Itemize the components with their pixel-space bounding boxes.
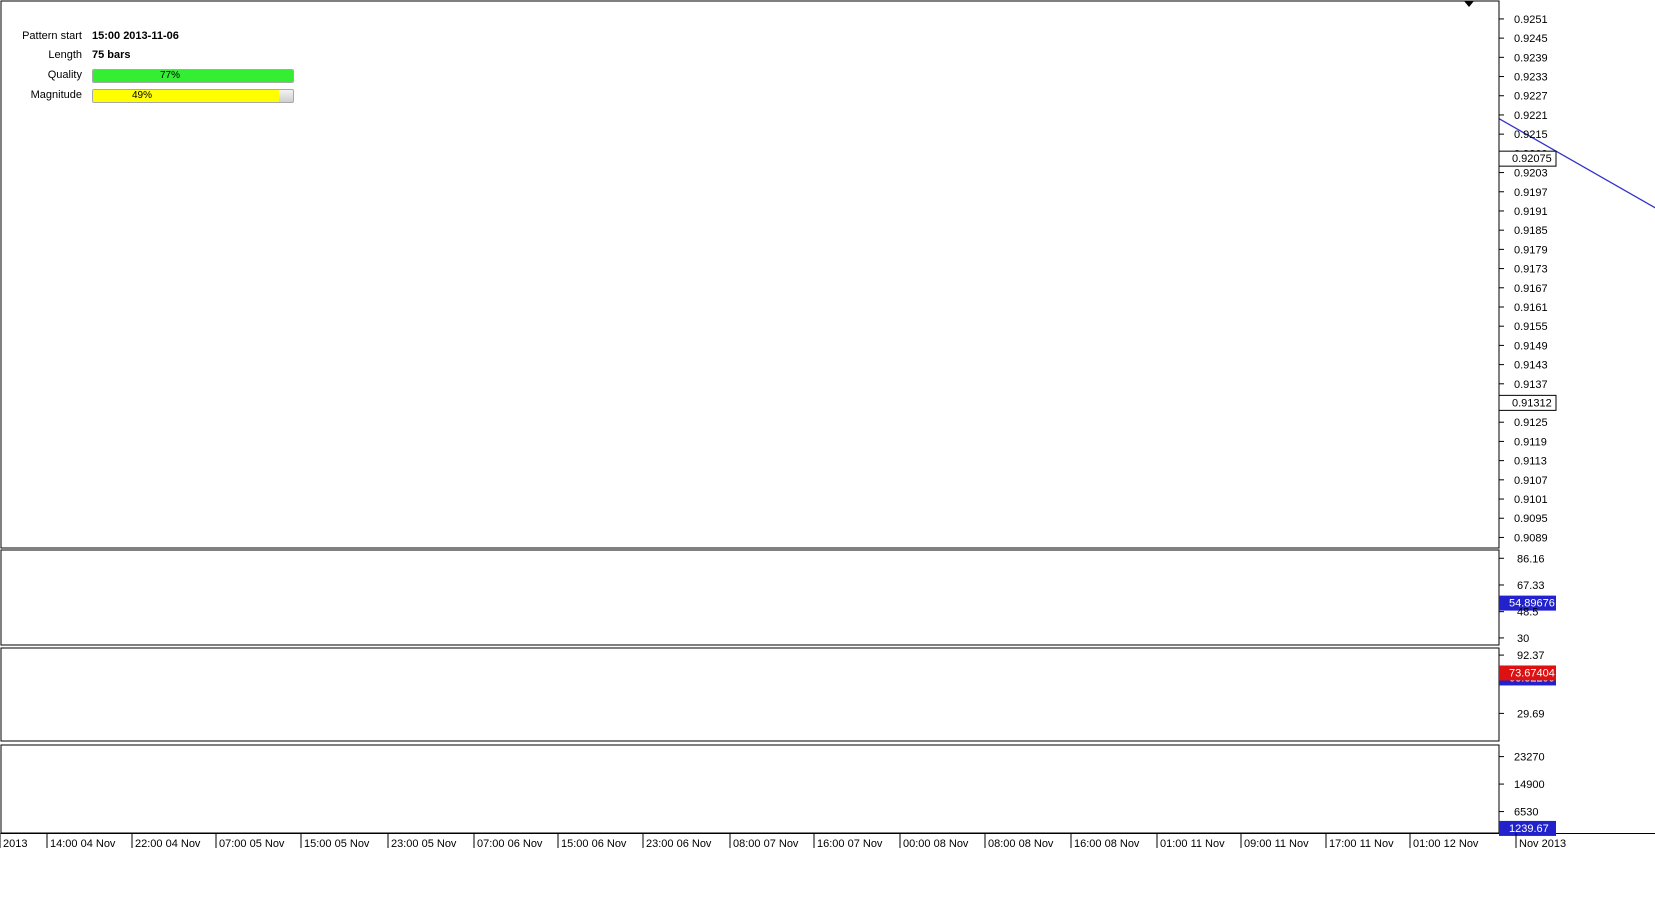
magnitude-bar-fill [93, 90, 280, 102]
axes: 0.9251 0.9245 0.9239 0.9233 0.9227 0.9221 0.92… [0, 0, 1655, 850]
price-tick-label: 0.9185 [1514, 225, 1548, 237]
time-tick-label: Nov 2013 [1519, 838, 1566, 850]
time-tick-label: 14:00 04 Nov [50, 838, 116, 850]
time-tick-label: 16:00 07 Nov [817, 838, 883, 850]
price-tick-label: 0.9245 [1514, 33, 1548, 45]
panel-frame [0, 0, 1500, 549]
time-tick-label: 2013 [3, 838, 27, 850]
price-tick-label: 0.9221 [1514, 110, 1548, 122]
time-tick-label: 07:00 06 Nov [477, 838, 543, 850]
time-tick-label: 09:00 11 Nov [1244, 838, 1309, 850]
magnitude-bar: 49% [92, 89, 294, 103]
rsi-current-tag [1499, 595, 1556, 611]
volume-current-tag [1499, 820, 1556, 836]
rsi-current-label: 54.89676 [1509, 598, 1555, 610]
time-tick-label: 22:00 04 Nov [135, 838, 201, 850]
quality-bar: 77% [92, 69, 294, 83]
time-tick-label: 15:00 05 Nov [304, 838, 370, 850]
stoch-k-label: 73.67404 [1509, 667, 1555, 679]
length-value: 75 bars [92, 49, 131, 61]
time-tick-label: 07:00 05 Nov [219, 838, 285, 850]
panel-frame [0, 549, 1500, 646]
price-tick-label: 0.9173 [1514, 264, 1548, 276]
price-tick-label: 0.9107 [1514, 475, 1548, 487]
time-tick-label: 08:00 08 Nov [988, 838, 1054, 850]
price-tick-label: 0.9215 [1514, 129, 1548, 141]
rsi-tick-label: 30 [1517, 633, 1529, 645]
panel-frame [0, 647, 1500, 742]
panel-frame [0, 744, 1500, 834]
time-tick-label: 23:00 06 Nov [646, 838, 712, 850]
time-tick-label: 08:00 07 Nov [733, 838, 799, 850]
price-tick-label: 0.9101 [1514, 494, 1548, 506]
price-tick-label: 0.9251 [1514, 14, 1548, 26]
price-tick-label: 0.9191 [1514, 206, 1548, 218]
pattern-start-label: Pattern start [22, 30, 82, 42]
price-tick-label: 0.9227 [1514, 91, 1548, 103]
volume-tick-label: 6530 [1514, 807, 1538, 819]
rsi-tick-label: 48.5 [1517, 607, 1538, 619]
time-tick-label: 01:00 11 Nov [1160, 838, 1225, 850]
price-tick-label: 0.9233 [1514, 72, 1548, 84]
time-tick-label: 00:00 08 Nov [903, 838, 969, 850]
time-tick-label: 17:00 11 Nov [1329, 838, 1394, 850]
time-tick-label: 23:00 05 Nov [391, 838, 457, 850]
price-tick-label: 0.9095 [1514, 513, 1548, 525]
stoch-tick-label: 92.37 [1517, 650, 1545, 662]
magnitude-label: Magnitude [30, 89, 82, 101]
rsi-tick-label: 86.16 [1517, 553, 1545, 565]
quality-label: Quality [47, 69, 82, 81]
time-tick-label: 16:00 08 Nov [1074, 838, 1140, 850]
volume-tick-label: 23270 [1514, 752, 1545, 764]
current-price-label: 0.92075 [1512, 153, 1552, 165]
price-tick-label: 0.9089 [1514, 532, 1548, 544]
quality-value: 77% [159, 70, 180, 81]
stoch-tick-label: 29.69 [1517, 708, 1545, 720]
time-tick-label: 01:00 12 Nov [1413, 838, 1479, 850]
rsi-tick-label: 67.33 [1517, 580, 1545, 592]
price-tick-label: 0.9239 [1514, 52, 1548, 64]
price-tick-label: 0.9197 [1514, 187, 1548, 199]
price-tick-label: 0.9167 [1514, 283, 1548, 295]
stoch-k-tag [1499, 665, 1556, 681]
price-tick-label: 0.9203 [1514, 168, 1548, 180]
magnitude-value: 49% [131, 90, 152, 101]
pattern-start-value: 15:00 2013-11-06 [92, 30, 179, 42]
price-tick-label: 0.9119 [1514, 436, 1547, 448]
volume-tick-label: 14900 [1514, 779, 1545, 791]
price-tick-label: 0.9155 [1514, 321, 1548, 333]
price-tick-label: 0.9143 [1514, 360, 1548, 372]
current-price-tag [1498, 150, 1557, 167]
price-tick-label: 0.9149 [1514, 340, 1548, 352]
time-tick-label: 15:00 06 Nov [561, 838, 627, 850]
price-tick-label: 0.9125 [1514, 417, 1548, 429]
price-tick-label: 0.9179 [1514, 244, 1548, 256]
price-tick-label: 0.9161 [1514, 302, 1548, 314]
quality-bar-fill [93, 70, 293, 82]
price-tick-label: 0.9137 [1514, 379, 1548, 391]
volume-current-label: 1239.67 [1509, 823, 1549, 835]
price-tick-label: 0.9113 [1514, 456, 1547, 468]
ma-price-tag [1498, 394, 1557, 411]
ma-price-label: 0.91312 [1512, 397, 1552, 409]
chart-scroll-marker [1464, 1, 1474, 7]
length-label: Length [48, 49, 82, 61]
